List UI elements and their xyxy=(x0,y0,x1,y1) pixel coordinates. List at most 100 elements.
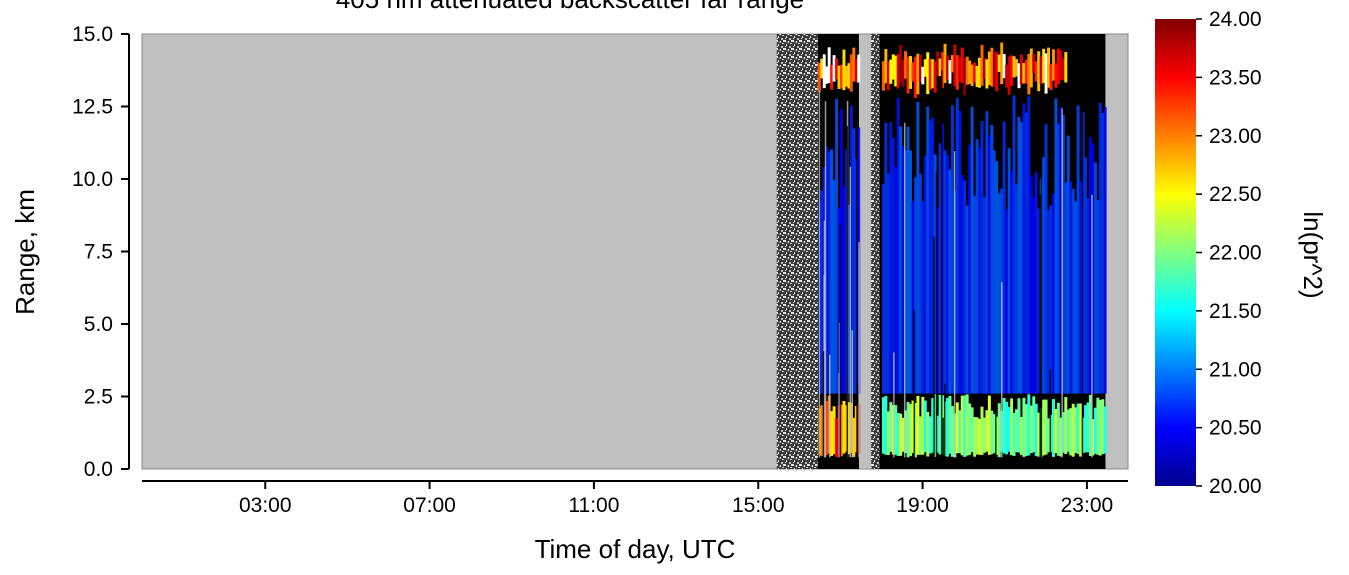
cell xyxy=(832,180,836,394)
cell xyxy=(1044,124,1048,394)
cell xyxy=(985,111,989,394)
cell xyxy=(820,58,824,79)
profile-gap-line xyxy=(1039,194,1041,458)
cell xyxy=(1064,52,1068,83)
cell xyxy=(1091,143,1095,394)
colorbar-tick-label: 20.50 xyxy=(1209,417,1262,440)
cell xyxy=(958,110,962,394)
cell xyxy=(847,402,851,455)
cell xyxy=(963,180,967,394)
cell xyxy=(1101,399,1105,455)
profile-gap-line xyxy=(903,122,906,458)
cell xyxy=(901,59,905,87)
cell xyxy=(849,402,853,453)
cell xyxy=(931,59,935,89)
cell xyxy=(955,55,959,90)
cell xyxy=(975,417,979,455)
profile-gap-line xyxy=(823,220,826,458)
cell xyxy=(933,61,937,93)
cell xyxy=(918,54,922,82)
cell xyxy=(832,55,836,82)
cell xyxy=(1066,135,1070,394)
cell xyxy=(1019,122,1023,394)
profile-gap-line xyxy=(995,395,997,458)
profile-gap-line xyxy=(857,384,859,458)
cell xyxy=(965,56,969,85)
cell xyxy=(837,65,841,89)
cell xyxy=(913,402,917,458)
cell xyxy=(982,57,986,79)
cell xyxy=(1019,54,1023,85)
profile-gap-line xyxy=(838,373,840,458)
cell xyxy=(906,126,910,394)
cell xyxy=(1010,171,1014,394)
profile-gap-line xyxy=(824,101,827,458)
cell xyxy=(985,59,989,89)
cell xyxy=(830,149,834,394)
cell xyxy=(946,154,949,394)
cell xyxy=(928,120,932,394)
cell xyxy=(1022,397,1026,457)
cell xyxy=(844,149,848,394)
cell xyxy=(1071,403,1075,457)
cell xyxy=(896,54,900,89)
y-tick-label: 12.5 xyxy=(72,96,113,119)
cell xyxy=(904,410,908,454)
cell xyxy=(1029,405,1033,454)
cell xyxy=(1096,200,1100,394)
cell xyxy=(844,65,848,87)
cell xyxy=(973,62,977,83)
cell xyxy=(968,403,972,455)
cell xyxy=(1071,188,1075,394)
cell xyxy=(899,45,903,82)
cell xyxy=(970,64,974,87)
cell xyxy=(958,410,962,454)
cell xyxy=(830,411,834,457)
chart-title: 405 nm attenuated backscatter far range xyxy=(336,0,804,14)
cell xyxy=(857,54,861,83)
cell xyxy=(1061,114,1065,394)
cell xyxy=(1047,418,1051,453)
cell xyxy=(1074,201,1078,394)
y-tick-label: 10.0 xyxy=(72,168,113,191)
cell xyxy=(886,411,890,456)
cell xyxy=(1015,409,1018,453)
cell xyxy=(835,418,839,458)
profile-gap-line xyxy=(935,171,938,458)
cell xyxy=(1017,398,1021,453)
x-tick-label: 23:00 xyxy=(1061,494,1114,517)
cell xyxy=(1049,64,1053,91)
cell xyxy=(1015,59,1018,77)
cell xyxy=(1076,105,1080,394)
cell xyxy=(987,395,991,455)
cell xyxy=(921,66,925,85)
cell xyxy=(1079,403,1083,457)
cell xyxy=(1024,59,1028,84)
colorbar: 20.00 20.50 21.00 21.50 22.00 22.50 23.00 23.50… xyxy=(1155,8,1328,498)
cell xyxy=(899,126,903,394)
cell xyxy=(948,169,952,394)
cell xyxy=(842,186,846,394)
colorbar-tick-label: 22.50 xyxy=(1209,183,1262,206)
cell xyxy=(916,395,920,455)
cell xyxy=(992,414,996,454)
cell xyxy=(913,56,917,99)
cell xyxy=(847,205,851,394)
cell xyxy=(990,124,994,394)
cell xyxy=(1034,172,1038,394)
cell xyxy=(1015,184,1018,394)
cell xyxy=(1086,198,1090,394)
cell xyxy=(990,410,994,455)
cell xyxy=(970,106,974,394)
cell xyxy=(1042,48,1046,84)
cell xyxy=(1007,407,1011,452)
cell xyxy=(849,106,853,394)
y-tick-label: 5.0 xyxy=(84,313,113,336)
cell xyxy=(884,49,888,84)
cell xyxy=(931,398,935,453)
profile-gap-line xyxy=(913,309,916,458)
cell xyxy=(946,397,949,457)
cell xyxy=(1012,412,1016,457)
cell xyxy=(1022,63,1026,84)
feature-cirrus-cloud xyxy=(817,42,1068,99)
